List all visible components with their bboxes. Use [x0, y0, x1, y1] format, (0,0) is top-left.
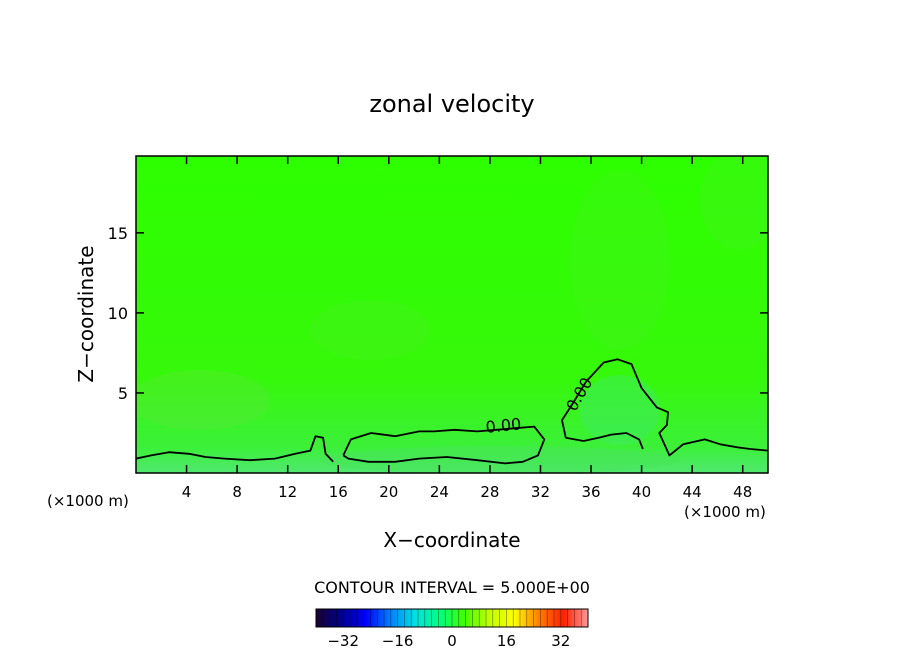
zero-contour-line	[342, 425, 546, 465]
chart-title: zonal velocity	[369, 90, 534, 118]
colorbar-frame	[315, 608, 589, 628]
x-tick-label: 24	[430, 483, 449, 501]
y-tick-label: 5	[118, 384, 128, 403]
colorbar: −32 −16 0 16 32	[315, 608, 589, 650]
colorbar-tick-label: 16	[497, 632, 516, 650]
colorbar-ticks: −32 −16 0 16 32	[327, 632, 570, 650]
y-tick-label: 10	[108, 304, 128, 323]
field-shading	[136, 156, 768, 473]
x-tick-label: 32	[531, 483, 550, 501]
x-tick-label: 20	[379, 483, 398, 501]
x-tick-label: 48	[733, 483, 752, 501]
x-unit-left: (×1000 m)	[47, 492, 129, 510]
x-tick-label: 36	[581, 483, 600, 501]
contour-interval-text: CONTOUR INTERVAL = 5.000E+00	[314, 578, 590, 597]
y-axis-ticks: 5 10 15	[108, 224, 768, 403]
x-tick-label: 28	[480, 483, 499, 501]
zero-contour-line	[561, 358, 768, 457]
x-unit-right: (×1000 m)	[684, 503, 766, 521]
contour-label-1: 0.00	[485, 414, 522, 437]
x-tick-label: 4	[182, 483, 192, 501]
x-tick-label: 16	[329, 483, 348, 501]
x-tick-label: 44	[683, 483, 702, 501]
colorbar-tick-label: −32	[327, 632, 359, 650]
zero-contour-line	[565, 432, 644, 450]
zero-contour-line	[136, 435, 334, 463]
plot-frame	[135, 155, 769, 474]
colorbar-tick-label: 32	[551, 632, 570, 650]
field-background	[136, 156, 768, 473]
y-axis-label: Z−coordinate	[74, 245, 98, 382]
x-tick-label: 12	[278, 483, 297, 501]
x-axis-ticks: 4 8 12 16 20 24 28 32 36 40 44 48	[182, 156, 752, 501]
colorbar-tick-label: −16	[382, 632, 414, 650]
zero-contours	[136, 358, 768, 465]
x-tick-label: 8	[232, 483, 242, 501]
x-axis-label: X−coordinate	[383, 528, 520, 552]
colorbar-tick-label: 0	[447, 632, 457, 650]
x-tick-label: 40	[632, 483, 651, 501]
colorbar-segments	[322, 609, 582, 627]
y-tick-label: 15	[108, 224, 128, 243]
